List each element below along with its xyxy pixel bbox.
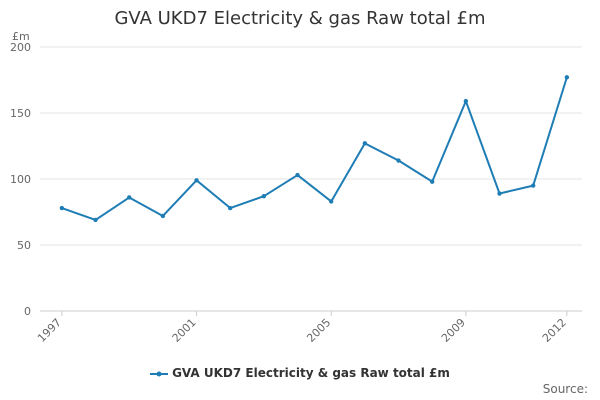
x-tick-label: 2001	[170, 316, 199, 345]
data-point	[328, 199, 334, 204]
y-tick-label: 100	[10, 173, 31, 186]
chart-title: GVA UKD7 Electricity & gas Raw total £m	[114, 8, 486, 29]
x-tick-label: 2009	[439, 316, 468, 345]
series-line	[61, 77, 568, 221]
y-tick-label: 200	[10, 41, 31, 54]
series-group	[59, 75, 570, 223]
data-point	[261, 193, 267, 199]
legend[interactable]: GVA UKD7 Electricity & gas Raw total £m	[0, 366, 600, 380]
data-point	[295, 172, 300, 178]
y-tick-label: 50	[17, 239, 31, 252]
data-point	[530, 183, 536, 188]
data-point	[396, 158, 401, 163]
y-axis-ticks: 0 50 100 150 200	[10, 41, 31, 318]
data-point	[429, 179, 435, 184]
data-point	[194, 178, 199, 183]
y-tick-label: 150	[10, 107, 31, 120]
data-point	[497, 191, 502, 196]
legend-label: GVA UKD7 Electricity & gas Raw total £m	[172, 366, 450, 380]
data-point	[160, 213, 166, 219]
x-tick-label: 1997	[35, 316, 64, 345]
data-point	[93, 217, 98, 223]
x-tick-label: 2012	[540, 316, 569, 345]
y-tick-label: 0	[24, 305, 31, 318]
y-axis-unit-label: £m	[12, 30, 30, 43]
data-point	[59, 205, 65, 211]
data-point	[564, 75, 570, 80]
data-point	[362, 141, 368, 146]
source-label: Source:	[542, 382, 588, 396]
gridlines	[40, 46, 582, 312]
legend-swatch-icon	[150, 371, 169, 376]
data-point	[127, 195, 132, 200]
data-point	[463, 98, 469, 104]
x-tick-label: 2005	[304, 316, 333, 345]
x-axis-ticks: 1997 2001 2005 2009 2012	[35, 311, 569, 345]
data-point	[228, 205, 233, 211]
